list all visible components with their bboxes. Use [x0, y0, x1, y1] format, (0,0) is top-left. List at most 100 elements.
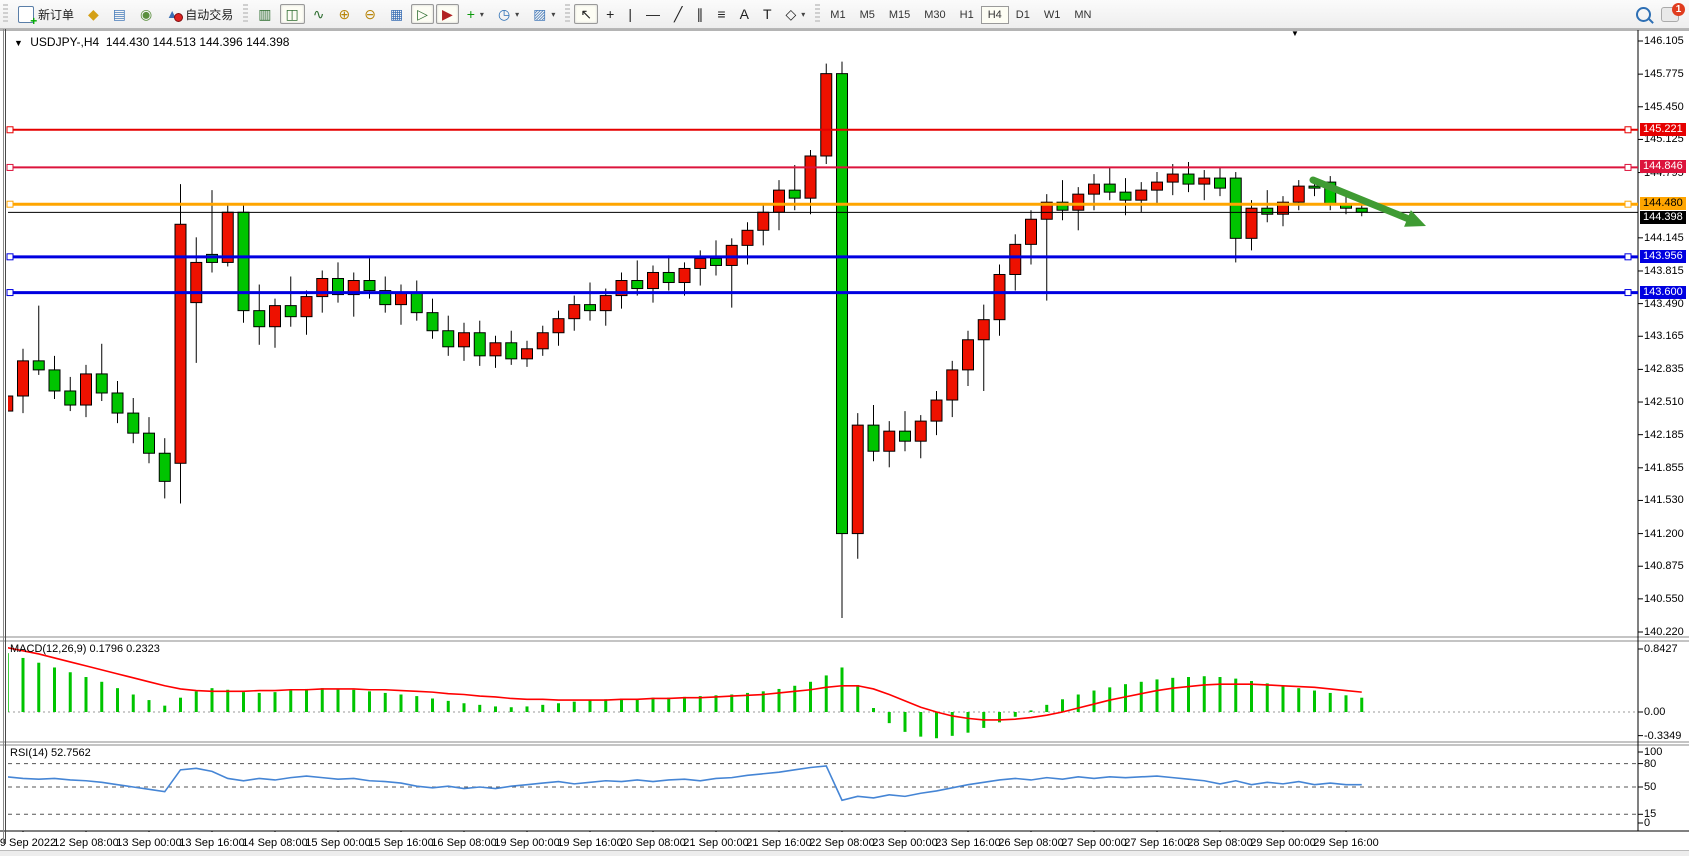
trend-arrow-annotation[interactable]: [1309, 176, 1426, 227]
timeframe-h4-button[interactable]: H4: [980, 6, 1009, 24]
line-handle[interactable]: [1624, 163, 1632, 171]
rsi-value: 52.7562: [50, 747, 91, 759]
indicators-button[interactable]: + ▾: [461, 4, 490, 24]
profile-charts-icon: ◆: [88, 6, 99, 22]
tile-windows-icon: ▦: [389, 6, 404, 22]
timeframe-h1-button[interactable]: H1: [959, 9, 974, 21]
line-handle[interactable]: [6, 200, 14, 208]
search-icon[interactable]: [1636, 6, 1651, 22]
templates-button[interactable]: ▨ ▾: [527, 4, 561, 24]
current-price-badge: 144.398: [1640, 211, 1686, 225]
price-tick-label: 142.835: [1644, 363, 1684, 376]
timeframe-m30-button[interactable]: M30: [924, 9, 946, 21]
line-handle[interactable]: [6, 289, 14, 297]
collapse-triangle-icon[interactable]: ▼: [14, 38, 23, 48]
price-tick-label: 145.775: [1644, 68, 1684, 81]
macd-label: MACD(12,26,9) 0.1796 0.2323: [10, 643, 160, 655]
price-tick-label: 140.550: [1644, 592, 1684, 605]
line-handle[interactable]: [1624, 289, 1632, 297]
horizontal-line-button[interactable]: —: [640, 4, 666, 24]
notifications-icon[interactable]: 1: [1661, 2, 1685, 22]
zoom-in-button[interactable]: ⊕: [332, 4, 356, 24]
equidistant-channel-button[interactable]: ∥: [690, 4, 709, 24]
notification-badge: 1: [1672, 2, 1685, 16]
price-level-badge: 145.221: [1640, 122, 1686, 136]
bar-chart-button[interactable]: ▥: [252, 4, 277, 24]
profile-charts-button[interactable]: ◆: [82, 4, 105, 24]
high-value: 144.513: [152, 35, 196, 49]
line-handle[interactable]: [6, 253, 14, 261]
toolbar-grip: [243, 4, 249, 24]
templates-icon: ▨: [533, 6, 547, 22]
chart-shift-marker-icon[interactable]: ▼: [1291, 29, 1299, 38]
trendline-icon: ╱: [673, 6, 683, 22]
vertical-line-button[interactable]: |: [622, 4, 638, 24]
time-label: 29 Sep 00:00: [1250, 837, 1316, 849]
price-tick-label: 141.530: [1644, 494, 1684, 507]
macd-indicator: [8, 646, 1638, 739]
auto-trading-label: 自动交易: [185, 7, 234, 22]
price-tick-label: 145.450: [1644, 100, 1684, 113]
rsi-axis-label: 15: [1644, 808, 1657, 821]
auto-trading-icon: ▲: [166, 7, 184, 22]
text-label-button[interactable]: T: [757, 4, 778, 24]
indicators-icon: +: [466, 6, 475, 22]
timeframe-mn-button[interactable]: MN: [1074, 9, 1092, 21]
fibonacci-button[interactable]: ≡: [711, 4, 731, 24]
status-strip: [0, 850, 1689, 856]
zoom-out-button[interactable]: ⊖: [358, 4, 382, 24]
time-label: 27 Sep 16:00: [1124, 837, 1190, 849]
window-border: [5, 29, 6, 844]
bar-chart-icon: ▥: [258, 6, 272, 22]
time-label: 23 Sep 16:00: [935, 837, 1001, 849]
line-chart-button[interactable]: ∿: [307, 4, 331, 24]
timeframe-d1-button[interactable]: D1: [1015, 9, 1030, 21]
vertical-line-icon: |: [628, 6, 632, 22]
macd-signal-line: [8, 646, 1362, 721]
chevron-down-icon: ▾: [551, 9, 556, 19]
cursor-button[interactable]: ↖: [574, 4, 599, 24]
time-label: 12 Sep 08:00: [53, 837, 119, 849]
time-label: 19 Sep 00:00: [494, 837, 560, 849]
price-level-badge: 143.600: [1640, 285, 1686, 299]
timeframe-w1-button[interactable]: W1: [1043, 9, 1061, 21]
open-value: 144.430: [105, 35, 150, 49]
rsi-axis-label: 100: [1644, 746, 1663, 758]
time-label: 28 Sep 08:00: [1187, 837, 1253, 849]
trendline-button[interactable]: ╱: [668, 4, 688, 24]
time-label: 27 Sep 00:00: [1061, 837, 1127, 849]
auto-scroll-icon: ▶: [441, 6, 453, 22]
text-label-icon: T: [762, 6, 772, 22]
auto-scroll-button[interactable]: ▶: [435, 4, 459, 24]
tile-windows-button[interactable]: ▦: [384, 4, 409, 24]
time-label: 20 Sep 08:00: [620, 837, 686, 849]
shapes-button[interactable]: ◇ ▾: [780, 4, 812, 24]
price-tick-label: 146.105: [1644, 35, 1684, 47]
line-handle[interactable]: [1624, 253, 1632, 261]
new-order-icon: +: [18, 5, 37, 27]
periods-button[interactable]: ◷ ▾: [492, 4, 525, 24]
timeframe-m1-button[interactable]: M1: [830, 9, 846, 21]
line-handle[interactable]: [6, 126, 14, 134]
market-watch-button[interactable]: ▤: [107, 4, 132, 24]
line-handle[interactable]: [6, 163, 14, 171]
timeframe-m15-button[interactable]: M15: [888, 9, 911, 21]
chart-shift-button[interactable]: ▷: [411, 4, 434, 24]
text-button[interactable]: A: [734, 4, 755, 24]
price-tick-label: 143.490: [1644, 297, 1684, 310]
data-window-button[interactable]: ◉: [134, 4, 158, 24]
line-handle[interactable]: [1624, 126, 1632, 134]
candlestick-chart-icon: ◫: [285, 6, 299, 22]
auto-trading-button[interactable]: ▲ 自动交易: [160, 3, 239, 26]
line-handle[interactable]: [1624, 200, 1632, 208]
timeframe-m5-button[interactable]: M5: [859, 9, 875, 21]
candlestick-chart-button[interactable]: ◫: [279, 4, 305, 24]
crosshair-button[interactable]: +: [600, 4, 620, 24]
fibonacci-icon: ≡: [717, 6, 726, 22]
low-value: 144.396: [199, 35, 243, 49]
market-watch-icon: ▤: [112, 6, 127, 22]
price-level-badge: 144.846: [1640, 160, 1686, 174]
new-order-button[interactable]: + 新订单: [12, 3, 80, 27]
symbol-label: USDJPY-,H4: [30, 35, 100, 49]
